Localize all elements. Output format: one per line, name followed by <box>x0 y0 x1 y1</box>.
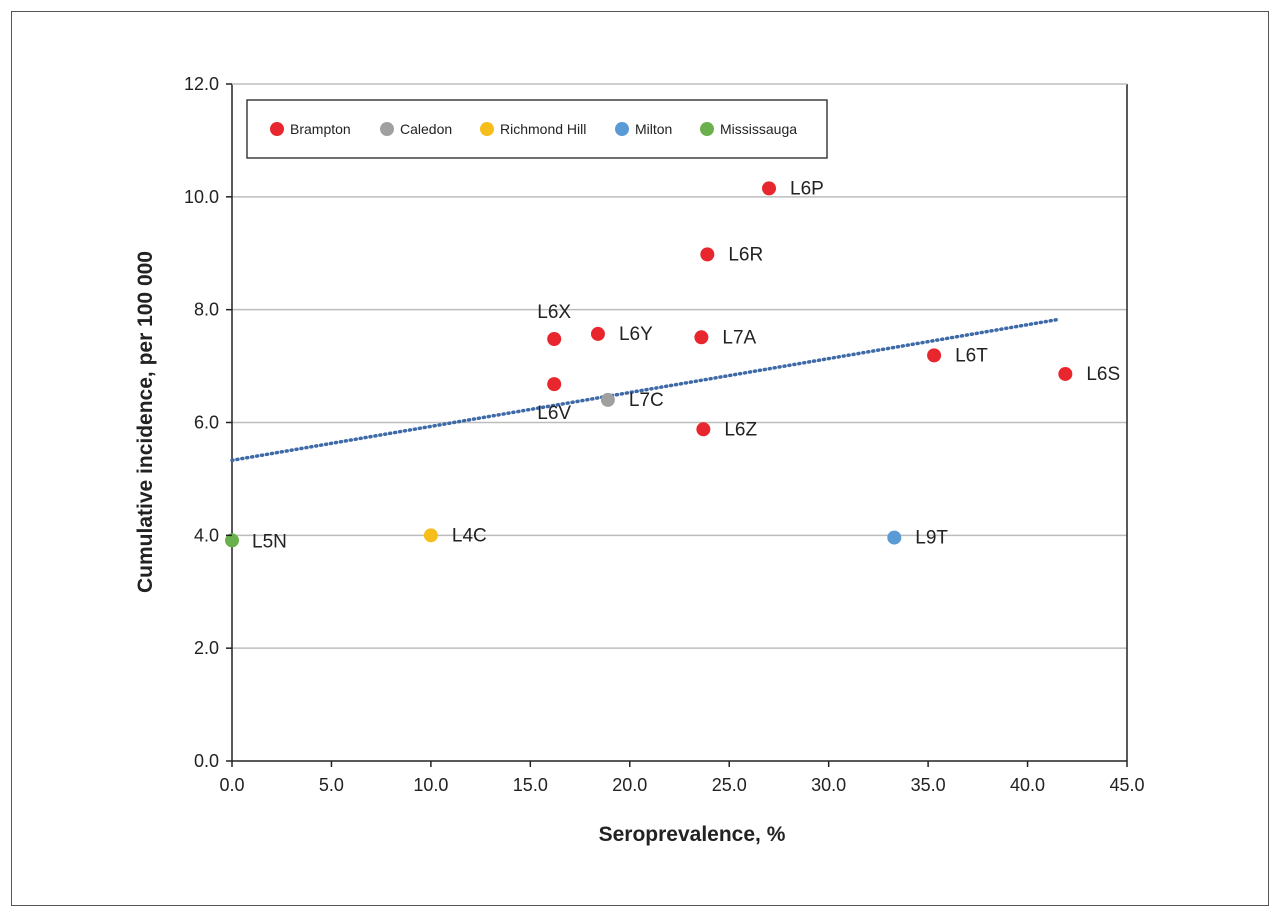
data-point-l6p <box>762 181 776 196</box>
data-point-l6s <box>1058 366 1073 381</box>
point-label-l6z: L6Z <box>724 419 757 440</box>
point-label-l5n: L5N <box>252 531 287 552</box>
legend-label: Milton <box>635 121 672 137</box>
trendline <box>230 317 1062 463</box>
y-axis-title: Cumulative incidence, per 100 000 <box>134 251 157 593</box>
gridlines <box>232 196 1127 649</box>
trendline-path <box>230 317 1062 463</box>
x-tick-label: 15.0 <box>513 775 548 795</box>
y-tick-label: 4.0 <box>194 525 219 545</box>
legend-label: Mississauga <box>720 121 797 137</box>
legend-label: Brampton <box>290 121 351 137</box>
data-points <box>225 181 1073 548</box>
data-point-l6x <box>547 332 562 347</box>
data-point-l5n <box>225 533 239 548</box>
legend-box <box>246 99 828 159</box>
x-tick-label: 0.0 <box>219 775 244 795</box>
y-tick-label: 10.0 <box>184 187 219 207</box>
y-tick-label: 0.0 <box>194 751 219 771</box>
x-axis-ticks: 0.0 5.0 10.0 15.0 20.0 25.0 30.0 35.0 40.0 45.0 <box>219 761 1145 795</box>
point-label-l6p: L6P <box>790 178 824 199</box>
x-tick-label: 10.0 <box>413 775 448 795</box>
legend-label: Richmond Hill <box>500 121 586 137</box>
point-labels: L6P L6R L6X L6Y L7A L6V L6Z L6T L6S L7C L4C L9T L5N <box>252 178 1120 552</box>
data-point-l6y <box>590 326 605 341</box>
point-label-l4c: L4C <box>452 525 487 546</box>
legend-label: Caledon <box>400 121 452 137</box>
x-tick-label: 35.0 <box>911 775 946 795</box>
x-tick-label: 40.0 <box>1010 775 1045 795</box>
x-axis-title: Seroprevalence, % <box>599 823 786 846</box>
y-tick-label: 2.0 <box>194 638 219 658</box>
legend-marker <box>380 122 394 136</box>
legend: Brampton Caledon Richmond Hill Milton Missis… <box>246 99 828 159</box>
data-point-l9t <box>887 530 902 545</box>
data-point-l6t <box>927 348 942 363</box>
point-label-l7a: L7A <box>722 327 756 348</box>
data-point-l6r <box>700 247 715 262</box>
data-point-l6v <box>547 377 562 392</box>
y-tick-label: 6.0 <box>194 413 219 433</box>
data-point-l7c <box>600 392 615 407</box>
point-label-l6v: L6V <box>537 403 571 424</box>
point-label-l6r: L6R <box>728 244 763 265</box>
data-point-l4c <box>423 528 438 543</box>
point-label-l6y: L6Y <box>619 324 653 345</box>
x-tick-label: 45.0 <box>1109 775 1144 795</box>
x-tick-label: 30.0 <box>811 775 846 795</box>
legend-marker <box>480 122 494 136</box>
y-axis-ticks: 0.0 2.0 4.0 6.0 8.0 10.0 12.0 <box>184 74 232 771</box>
y-tick-label: 12.0 <box>184 74 219 94</box>
point-label-l7c: L7C <box>629 390 664 411</box>
legend-marker <box>615 122 629 136</box>
legend-marker <box>270 122 284 136</box>
x-tick-label: 5.0 <box>319 775 344 795</box>
x-tick-label: 20.0 <box>612 775 647 795</box>
point-label-l9t: L9T <box>915 528 948 549</box>
chart-frame <box>11 11 1269 906</box>
point-label-l6t: L6T <box>955 345 988 366</box>
data-point-l6z <box>696 422 711 437</box>
point-label-l6s: L6S <box>1086 364 1120 385</box>
y-tick-label: 8.0 <box>194 300 219 320</box>
x-tick-label: 25.0 <box>712 775 747 795</box>
data-point-l7a <box>694 330 709 345</box>
point-label-l6x: L6X <box>537 302 571 323</box>
legend-marker <box>700 122 714 136</box>
